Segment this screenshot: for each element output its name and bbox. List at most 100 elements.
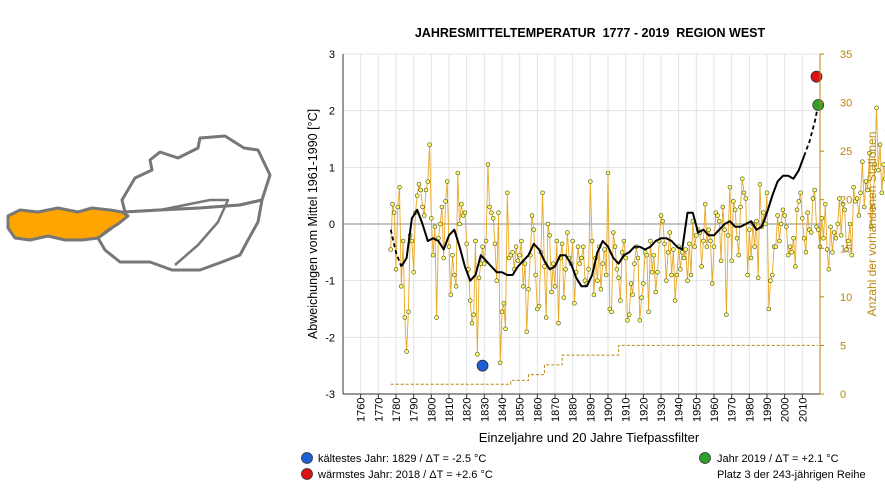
annual-point [457, 221, 462, 227]
annual-point [586, 267, 591, 272]
annual-point [510, 250, 515, 255]
filter-series [389, 104, 820, 288]
annual-point [545, 221, 551, 227]
annual-point [577, 261, 582, 266]
annual-point [664, 278, 669, 283]
annual-point [581, 244, 586, 249]
annual-point [692, 244, 697, 249]
annual-point [409, 238, 415, 244]
annual-point [459, 201, 464, 207]
annual-point [635, 255, 641, 261]
annual-point [651, 252, 657, 258]
annual-point [554, 238, 560, 244]
annual-point [826, 267, 832, 272]
y2-tick-labels: 35 30 25 20 15 10 5 0 [820, 49, 852, 401]
legend-warmest-marker [301, 468, 313, 480]
annual-point [738, 204, 743, 210]
annual-point [863, 179, 869, 184]
x-tick-label: 1930 [656, 398, 668, 422]
x-tick-label: 1990 [762, 398, 774, 422]
y-tick-label: 3 [329, 49, 335, 61]
annual-point [800, 216, 805, 221]
annual-point [623, 255, 628, 261]
y2-tick-label: 35 [840, 49, 852, 61]
annual-point [727, 184, 733, 190]
annual-point [404, 349, 409, 354]
annual-point [476, 275, 482, 281]
annual-point [775, 213, 780, 218]
y-tick-label: 0 [329, 219, 335, 231]
annual-point [414, 193, 420, 198]
annual-point [644, 252, 650, 258]
x-tick-label: 1800 [426, 398, 438, 422]
annual-point [874, 105, 879, 111]
annual-point [575, 244, 581, 249]
annual-point [529, 213, 535, 218]
annual-point [830, 250, 835, 255]
annual-point [808, 230, 814, 235]
annual-point [683, 247, 688, 252]
annual-point [876, 167, 881, 173]
annual-point [665, 250, 671, 255]
annual-point [793, 264, 798, 269]
annual-point [572, 301, 577, 306]
highlight-coldest [476, 359, 489, 372]
x-tick-label: 2000 [780, 398, 792, 422]
annual-point [748, 255, 754, 261]
annual-point [789, 250, 794, 255]
annual-point [715, 213, 720, 218]
y2-tick-label: 25 [840, 146, 852, 158]
annual-point [388, 247, 393, 252]
annual-point [794, 207, 800, 213]
legend-warmest-label: wärmstes Jahr: 2018 / ΔT = +2.6 °C [317, 469, 493, 481]
annual-point [437, 221, 443, 227]
annual-point [480, 244, 485, 249]
highlight-warmest [810, 70, 823, 83]
annual-point [464, 241, 469, 247]
annual-point [395, 204, 401, 210]
x-tick-label: 1890 [585, 398, 597, 422]
annual-point [821, 235, 826, 241]
annual-point [740, 176, 745, 181]
annual-point [754, 218, 759, 224]
filter-line [400, 155, 806, 288]
annual-point [492, 241, 498, 247]
annual-point [824, 247, 830, 252]
annual-point [655, 269, 660, 275]
annual-point [784, 224, 789, 230]
annual-point [747, 227, 752, 232]
annual-point [702, 201, 708, 207]
y-tick-label: -2 [325, 332, 335, 344]
legend-current-marker [699, 452, 711, 464]
annual-point [785, 252, 791, 258]
annual-point [846, 238, 851, 244]
annual-point [833, 235, 839, 241]
annual-point [881, 162, 885, 167]
annual-point [831, 230, 837, 235]
annual-point [589, 238, 595, 244]
annual-point [619, 250, 625, 255]
annual-point [490, 216, 496, 221]
annual-point [430, 252, 436, 258]
annual-point [556, 320, 561, 326]
annual-point [699, 264, 704, 269]
x-tick-labels: 1760 1770 1780 1790 1800 1810 1820 1830 1840 1850… [356, 394, 809, 422]
y2-tick-label: 20 [840, 195, 852, 207]
region-west-highlight [6, 206, 130, 242]
annual-point [469, 320, 475, 326]
x-axis-label: Einzeljahre und 20 Jahre Tiefpassfilter [479, 430, 700, 445]
annual-point [856, 213, 862, 218]
annual-point [782, 213, 787, 218]
annual-point [614, 267, 620, 272]
annual-point [452, 272, 457, 278]
annual-point [494, 278, 499, 283]
annual-point [533, 272, 538, 278]
annual-point [687, 241, 692, 247]
legend-current-label: Jahr 2019 / ΔT = +2.1 °C [717, 453, 839, 465]
y2-tick-label: 0 [840, 389, 846, 401]
y-tick-labels: 3 2 1 0 -1 -2 -3 [325, 49, 335, 401]
annual-point [777, 238, 782, 244]
y-tick-label: -1 [325, 276, 335, 288]
annual-point [475, 352, 480, 357]
annual-point [517, 252, 522, 258]
